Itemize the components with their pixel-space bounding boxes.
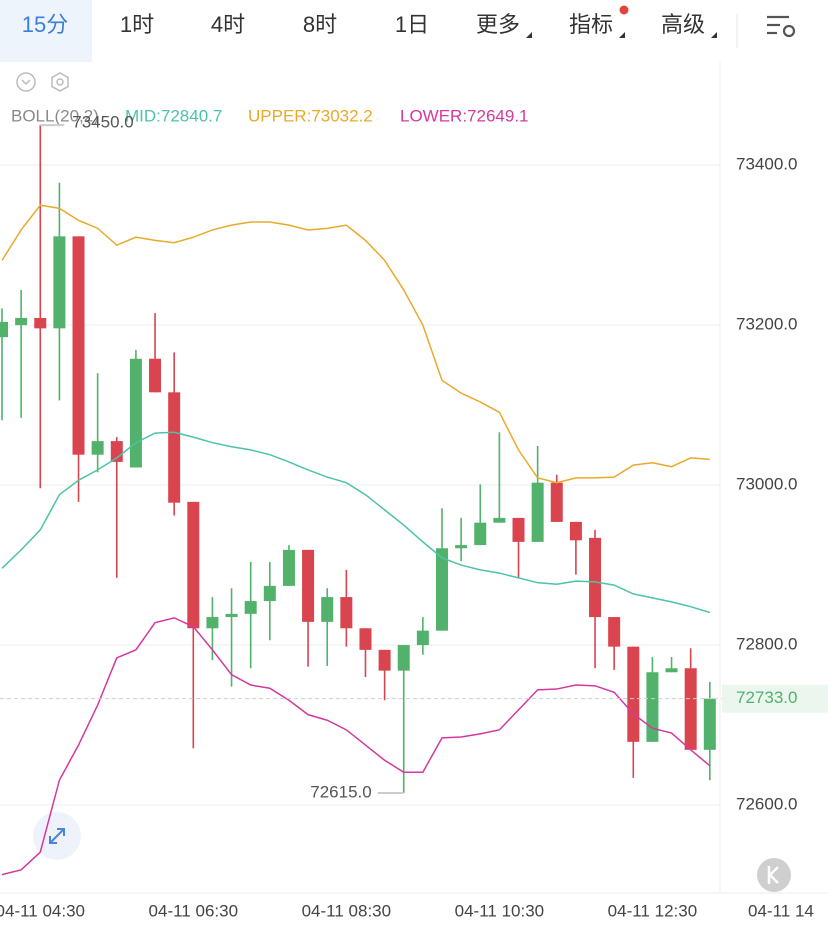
tab[interactable]: 指标: [569, 12, 613, 37]
y-tick-label: 72800.0: [736, 635, 797, 654]
candle-body: [397, 645, 410, 671]
notification-dot: [619, 5, 629, 15]
k-button[interactable]: [757, 858, 791, 892]
candle-body: [416, 630, 429, 646]
tab[interactable]: 更多: [476, 12, 520, 37]
candle-body: [569, 521, 582, 541]
y-tick-label: 72600.0: [736, 795, 797, 814]
candle-body: [665, 668, 678, 673]
candle-body: [149, 358, 162, 393]
x-tick-label: 04-11 04:30: [0, 901, 85, 920]
candle-body: [703, 698, 716, 750]
candle-body: [359, 628, 372, 650]
tab-bar: [0, 0, 828, 62]
candle-body: [263, 585, 276, 602]
candle-body: [646, 672, 659, 742]
indicator-name: BOLL(20,2): [11, 106, 99, 125]
boll-line: [1, 204, 710, 484]
settings-hex-icon-center: [56, 78, 64, 86]
tab[interactable]: 1日: [395, 12, 429, 37]
tab[interactable]: 15分: [22, 12, 68, 37]
x-tick-label: 04-11 12:30: [608, 901, 697, 920]
candle-body: [91, 441, 104, 455]
boll-line: [1, 617, 711, 876]
last-price-label: 72733.0: [736, 688, 797, 707]
candle-body: [225, 613, 238, 618]
candle-body: [474, 522, 487, 546]
candle-body: [589, 537, 602, 618]
x-tick-label: 04-11 10:30: [455, 901, 544, 920]
candle-body: [34, 317, 47, 329]
x-tick-label: 04-11 08:30: [302, 901, 391, 920]
plot: [0, 125, 716, 876]
candle-body: [608, 617, 621, 647]
candle-body: [129, 358, 142, 468]
candle-body: [550, 482, 563, 522]
candle-body: [282, 549, 295, 586]
candle-body: [321, 597, 334, 622]
dropdown-caret: [711, 32, 717, 38]
legend-entry: UPPER:73032.2: [248, 106, 373, 125]
legend-entry: LOWER:72649.1: [400, 106, 529, 125]
candle-body: [72, 236, 85, 455]
active-tab-bg: [0, 0, 92, 62]
candle-body: [244, 601, 257, 614]
candle-body: [378, 649, 391, 671]
min-label: 72615.0: [310, 783, 371, 802]
last-price-badge: [722, 684, 828, 713]
candle-body: [531, 482, 544, 542]
tab[interactable]: 4时: [211, 12, 245, 37]
y-tick-label: 73400.0: [736, 155, 797, 174]
collapse-icon[interactable]: [16, 72, 36, 92]
candle-body: [435, 548, 448, 631]
settings-hex-icon[interactable]: [51, 72, 69, 92]
candle-body: [627, 646, 640, 742]
candle-body: [206, 617, 219, 629]
candle-body: [684, 668, 697, 750]
settings-icon[interactable]: [767, 15, 796, 38]
y-tick-label: 73200.0: [736, 315, 797, 334]
tab[interactable]: 高级: [661, 12, 705, 37]
candle-body: [455, 545, 468, 549]
boll-line: [1, 431, 711, 614]
x-tick-label: 04-11 14: [748, 901, 814, 920]
y-tick-label: 73000.0: [736, 475, 797, 494]
legend-entry: MID:72840.7: [125, 106, 222, 125]
candle-body: [493, 517, 506, 523]
candle-body: [110, 441, 123, 462]
dropdown-caret: [526, 32, 532, 38]
tab[interactable]: 8时: [303, 12, 337, 37]
candle-body: [15, 317, 28, 326]
tab[interactable]: 1时: [120, 12, 154, 37]
x-tick-label: 04-11 06:30: [149, 901, 238, 920]
candle-body: [187, 501, 200, 629]
candle-body: [53, 236, 66, 329]
max-label: 73450.0: [72, 113, 133, 132]
candle-body: [340, 597, 353, 629]
dropdown-caret: [619, 32, 625, 38]
candle-body: [0, 321, 8, 338]
candle-body: [168, 392, 181, 503]
candle-body: [512, 517, 525, 542]
expand-button[interactable]: [33, 812, 81, 860]
candle-body: [302, 549, 315, 622]
